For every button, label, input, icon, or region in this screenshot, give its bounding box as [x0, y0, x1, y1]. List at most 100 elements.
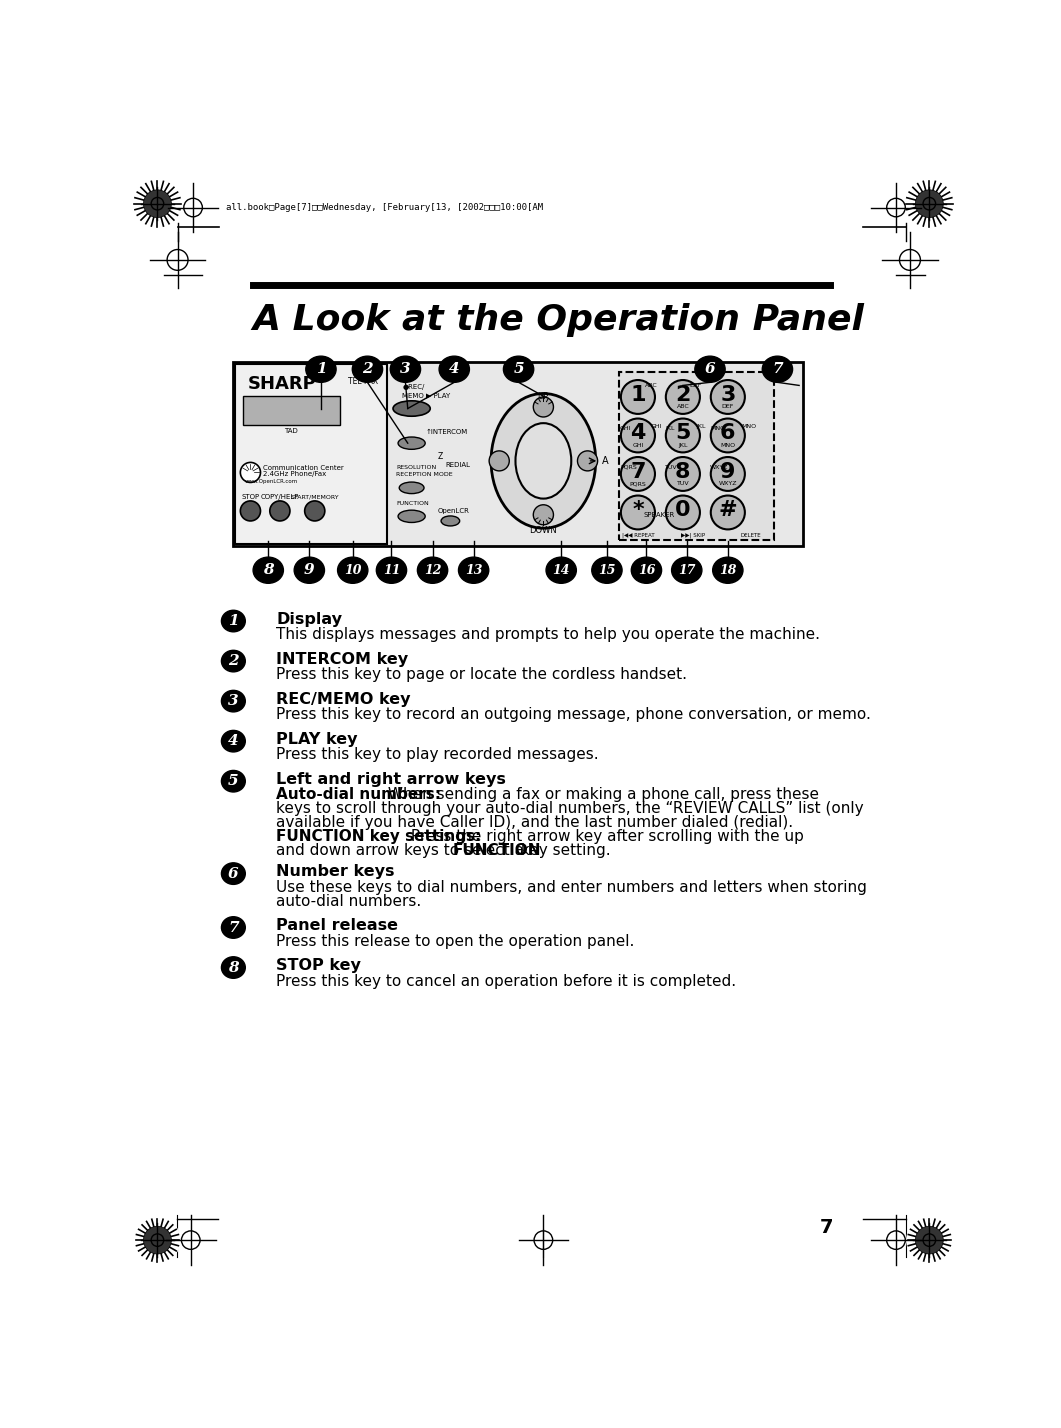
- Text: ABC: ABC: [645, 383, 658, 388]
- Text: STOP key: STOP key: [276, 958, 361, 974]
- Ellipse shape: [222, 610, 245, 631]
- Circle shape: [577, 451, 597, 471]
- Ellipse shape: [439, 356, 469, 383]
- Text: 1: 1: [315, 363, 327, 376]
- Text: keys to scroll through your auto-dial numbers, the “REVIEW CALLS” list (only: keys to scroll through your auto-dial nu…: [276, 801, 864, 817]
- Text: Display: Display: [276, 611, 342, 627]
- Text: Z: Z: [437, 451, 442, 461]
- Circle shape: [916, 190, 943, 217]
- Text: #: #: [718, 500, 737, 520]
- Text: Use these keys to dial numbers, and enter numbers and letters when storing: Use these keys to dial numbers, and ente…: [276, 880, 867, 895]
- Text: PLAY key: PLAY key: [276, 733, 358, 747]
- Text: 2.4GHz Phone/Fax: 2.4GHz Phone/Fax: [263, 471, 326, 477]
- Text: STOP: STOP: [241, 494, 260, 500]
- Circle shape: [666, 380, 700, 414]
- Text: 8: 8: [263, 563, 274, 577]
- Circle shape: [534, 397, 554, 417]
- Ellipse shape: [352, 356, 383, 383]
- Text: 6: 6: [705, 363, 715, 376]
- Text: GHI: GHI: [651, 424, 663, 428]
- Text: 17: 17: [678, 564, 696, 577]
- Text: |◀◀ REPEAT: |◀◀ REPEAT: [623, 533, 655, 538]
- Ellipse shape: [592, 557, 622, 583]
- Ellipse shape: [546, 557, 576, 583]
- Text: TEL FAX: TEL FAX: [348, 377, 378, 386]
- Circle shape: [905, 178, 954, 228]
- Text: MNO: MNO: [720, 443, 735, 448]
- Text: 6: 6: [228, 867, 239, 881]
- Ellipse shape: [458, 557, 489, 583]
- Text: Press this key to cancel an operation before it is completed.: Press this key to cancel an operation be…: [276, 974, 736, 988]
- Circle shape: [621, 380, 655, 414]
- Text: JKL: JKL: [665, 426, 675, 431]
- Ellipse shape: [390, 356, 420, 383]
- Text: Press this release to open the operation panel.: Press this release to open the operation…: [276, 934, 634, 948]
- Ellipse shape: [672, 557, 702, 583]
- Circle shape: [305, 501, 325, 521]
- Text: 8: 8: [675, 461, 691, 481]
- Ellipse shape: [695, 356, 725, 383]
- Circle shape: [143, 190, 172, 217]
- Text: 8: 8: [228, 961, 239, 974]
- Text: SHARP: SHARP: [247, 376, 316, 393]
- Text: 0: 0: [675, 500, 691, 520]
- Ellipse shape: [222, 957, 245, 978]
- Ellipse shape: [441, 516, 459, 526]
- Ellipse shape: [631, 557, 662, 583]
- Text: ABC: ABC: [677, 404, 690, 410]
- Text: 7: 7: [630, 461, 646, 481]
- Text: Auto-dial numbers:: Auto-dial numbers:: [276, 787, 441, 803]
- Text: REDIAL: REDIAL: [445, 461, 470, 468]
- Text: GHI: GHI: [632, 443, 644, 448]
- Text: RECEPTION MODE: RECEPTION MODE: [396, 473, 453, 477]
- Text: A: A: [603, 456, 609, 466]
- Text: REC/MEMO key: REC/MEMO key: [276, 693, 411, 707]
- FancyBboxPatch shape: [619, 373, 773, 540]
- Circle shape: [489, 451, 509, 471]
- Text: ●REC/: ●REC/: [402, 384, 424, 390]
- Text: DEF: DEF: [721, 404, 734, 410]
- Text: UP: UP: [538, 391, 549, 401]
- Text: 4: 4: [630, 423, 645, 443]
- Text: Press this key to page or locate the cordless handset.: Press this key to page or locate the cor…: [276, 667, 688, 683]
- Text: GHI: GHI: [620, 426, 631, 431]
- Text: www.OpenLCR.com: www.OpenLCR.com: [245, 480, 298, 484]
- Circle shape: [711, 418, 745, 453]
- Ellipse shape: [222, 730, 245, 753]
- Text: Press the right arrow key after scrolling with the up: Press the right arrow key after scrollin…: [406, 828, 804, 844]
- Circle shape: [666, 418, 700, 453]
- Circle shape: [711, 457, 745, 491]
- Ellipse shape: [222, 917, 245, 938]
- Circle shape: [651, 518, 667, 534]
- Text: MNO: MNO: [710, 426, 725, 431]
- Circle shape: [666, 496, 700, 530]
- Circle shape: [906, 1217, 953, 1264]
- Circle shape: [621, 496, 655, 530]
- Text: TUV: TUV: [677, 481, 690, 487]
- Ellipse shape: [516, 423, 571, 498]
- Text: 5: 5: [228, 774, 239, 788]
- Text: 2: 2: [362, 363, 372, 376]
- Text: 4: 4: [449, 363, 459, 376]
- Text: PQRS: PQRS: [629, 481, 646, 487]
- Ellipse shape: [398, 437, 425, 450]
- Text: RESOLUTION: RESOLUTION: [396, 466, 436, 470]
- Circle shape: [621, 418, 655, 453]
- Ellipse shape: [491, 394, 595, 528]
- Text: WXYZ: WXYZ: [718, 481, 737, 487]
- Text: PQRS: PQRS: [620, 464, 637, 470]
- Text: WXYZ: WXYZ: [710, 464, 729, 470]
- Text: 7: 7: [772, 363, 783, 376]
- Text: DEF: DEF: [690, 383, 702, 388]
- Text: 2: 2: [228, 654, 239, 668]
- Text: DOWN: DOWN: [529, 526, 557, 534]
- Text: 7: 7: [228, 921, 239, 934]
- Text: 3: 3: [228, 694, 239, 708]
- Circle shape: [241, 463, 261, 483]
- Ellipse shape: [762, 356, 793, 383]
- Ellipse shape: [222, 690, 245, 713]
- Text: 10: 10: [344, 564, 362, 577]
- Text: 14: 14: [553, 564, 570, 577]
- Text: JKL: JKL: [678, 443, 688, 448]
- Text: When sending a fax or making a phone call, press these: When sending a fax or making a phone cal…: [383, 787, 819, 803]
